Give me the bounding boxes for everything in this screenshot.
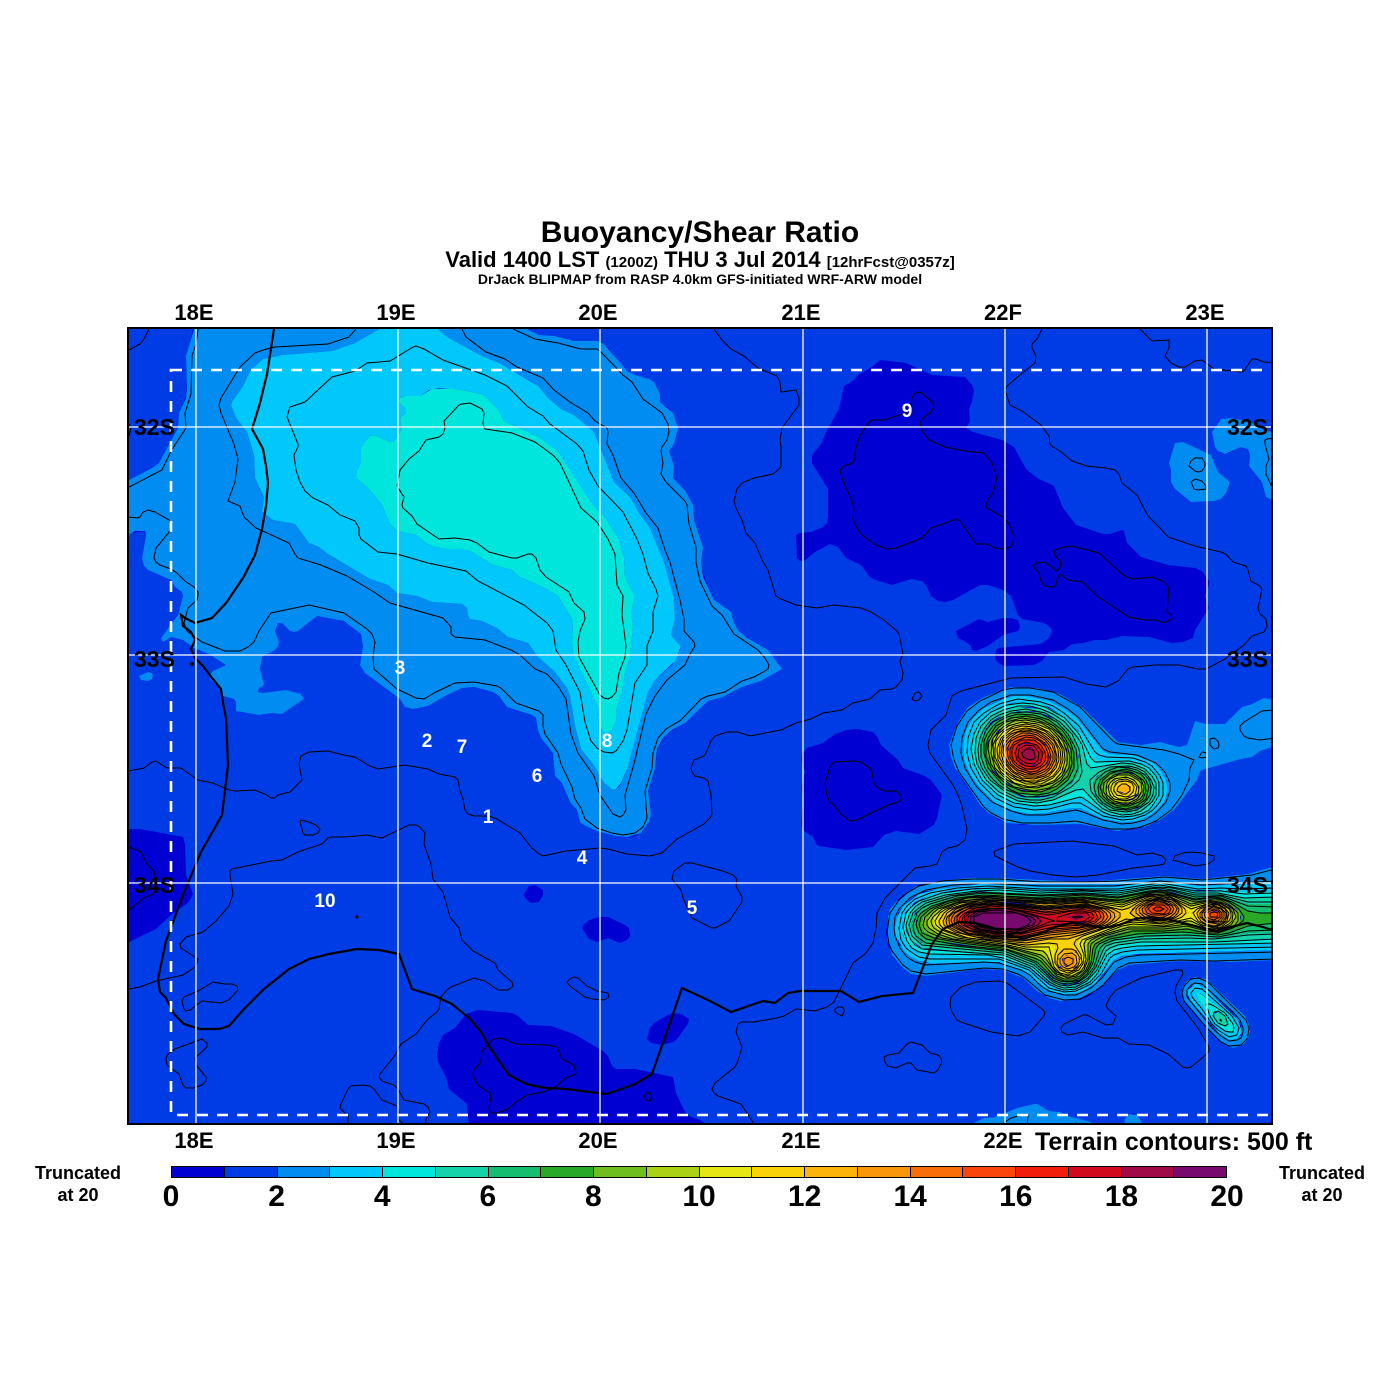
svg-text:33S: 33S bbox=[134, 646, 175, 672]
svg-text:34S: 34S bbox=[1227, 872, 1268, 898]
svg-text:8: 8 bbox=[602, 731, 613, 752]
svg-text:9: 9 bbox=[902, 401, 913, 422]
svg-text:3: 3 bbox=[395, 658, 406, 679]
svg-text:7: 7 bbox=[457, 737, 468, 758]
svg-text:6: 6 bbox=[532, 766, 543, 787]
svg-text:10: 10 bbox=[314, 891, 335, 912]
svg-text:2: 2 bbox=[422, 731, 433, 752]
svg-text:4: 4 bbox=[577, 848, 588, 869]
svg-text:32S: 32S bbox=[134, 414, 175, 440]
svg-text:33S: 33S bbox=[1227, 646, 1268, 672]
svg-text:1: 1 bbox=[483, 807, 494, 828]
svg-text:5: 5 bbox=[687, 898, 698, 919]
svg-text:32S: 32S bbox=[1227, 414, 1268, 440]
svg-text:34S: 34S bbox=[134, 872, 175, 898]
